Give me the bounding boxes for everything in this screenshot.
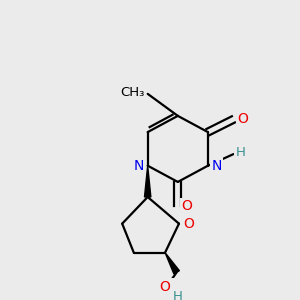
Text: O: O (184, 217, 194, 231)
Polygon shape (165, 253, 179, 274)
Text: H: H (236, 146, 246, 160)
Text: N: N (134, 159, 144, 173)
Text: N: N (212, 159, 222, 173)
Text: O: O (181, 199, 192, 213)
Text: H: H (173, 290, 183, 300)
Text: O: O (237, 112, 248, 126)
Text: O: O (160, 280, 170, 294)
Polygon shape (145, 166, 151, 197)
Text: CH₃: CH₃ (120, 86, 144, 99)
